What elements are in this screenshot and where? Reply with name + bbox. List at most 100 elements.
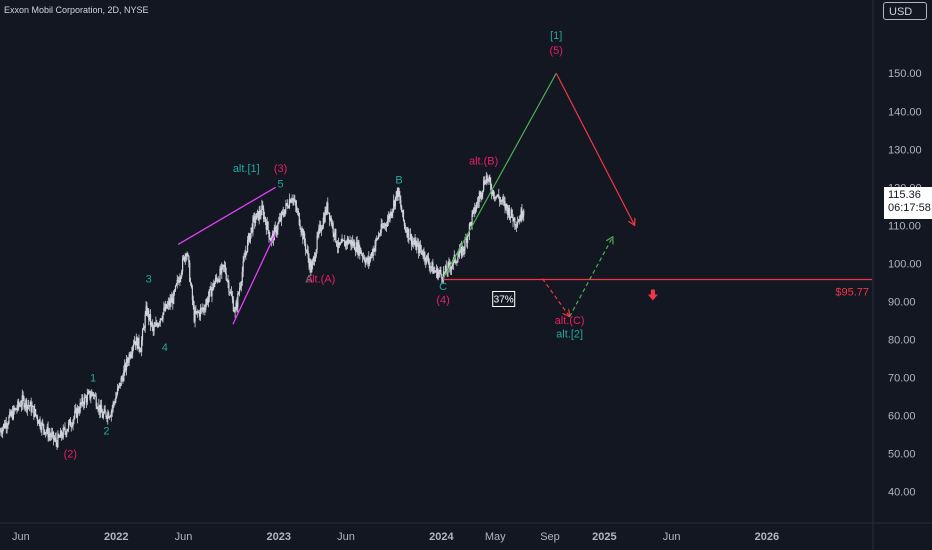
candle-body [98,404,100,410]
symbol-title: Exxon Mobil Corporation, 2D, NYSE [4,5,149,15]
candle-body [191,287,193,301]
candle-body [148,309,150,320]
candle-body [32,406,34,407]
candle-body [282,211,284,215]
candle-body [330,217,332,225]
candle-body [245,251,247,256]
candle-body [313,256,316,262]
candle-body [59,436,61,438]
candle-body [177,279,179,281]
candle-body [413,242,415,245]
candle-body [170,299,172,303]
candle-body [483,180,486,184]
candle-body [138,337,140,349]
candle-body [467,234,470,236]
candle-body [250,227,252,234]
candle-body [488,177,490,179]
candle-body [155,322,157,326]
time-tick-label: 2022 [104,531,128,543]
candle-body [18,401,20,406]
candle-body [445,265,447,272]
candle-body [129,354,131,358]
candle-body [135,337,137,346]
candle-body [17,401,19,409]
candle-body [352,241,354,246]
candle-body [188,255,190,263]
candle-body [417,243,419,245]
candle-body [156,322,158,325]
candle-body [349,240,351,242]
candle-body [29,401,31,407]
candle-body [113,402,115,404]
candle-body [175,283,177,286]
candle-body [37,421,39,424]
wave-label: A [305,273,313,285]
candle-body [478,195,480,202]
candle-body [434,271,437,273]
candle-body [521,209,523,218]
candle-body [260,214,262,216]
candle-body [59,431,62,438]
candle-body [306,250,308,252]
candle-body [449,262,451,267]
candle-body [238,287,241,293]
candle-body [257,211,259,221]
candle-body [300,228,302,233]
time-axis[interactable]: Jun 2022 Jun 2023 Jun 2024 May Sep 2025 Jun 2026 [0,522,932,543]
candle-body [8,416,10,424]
price-axis[interactable]: 40.00 50.00 60.00 70.00 80.00 90.00 100.00 110.… [872,0,922,550]
candle-body [91,392,93,397]
candle-body [334,229,336,237]
candle-body [225,272,227,280]
candle-body [42,422,44,425]
candle-body [108,412,110,418]
wave-label: (4) [436,294,449,306]
time-tick-label: 2026 [755,531,779,543]
candle-body [218,279,220,282]
candle-body [140,350,142,353]
candle-body [256,211,259,214]
candle-body [144,314,146,329]
candle-body [99,404,101,414]
candle-body [190,283,193,288]
candle-body [395,191,397,197]
candle-body [211,288,213,297]
candle-body [4,422,6,428]
candle-body [517,221,519,223]
candle-body [519,218,521,221]
wave-label: C [439,281,447,293]
candle-body [348,241,350,244]
candle-body [307,250,309,258]
candle-body [71,425,73,427]
wave-label: (5) [550,45,563,57]
candle-body [364,260,366,264]
candle-body [356,241,358,253]
candle-body [124,364,127,371]
candle-body [468,223,471,235]
candle-body [377,235,380,239]
candle-body [165,304,167,311]
candle-body [121,377,123,379]
candle-body [261,205,263,215]
candle-body [496,195,498,197]
candle-body [466,238,468,244]
candle-body [374,245,376,252]
candle-body [141,329,144,341]
currency-button[interactable]: USD [883,2,927,20]
candle-body [21,395,23,405]
percentage-label: 37% [494,294,514,305]
candle-body [323,217,325,222]
candle-body [471,214,473,225]
price-tick-label: 90.00 [888,296,916,308]
candle-body [219,268,221,282]
candle-body [139,348,141,351]
candle-body [394,196,397,207]
candle-body [409,238,411,240]
candle-body [13,407,15,411]
candle-body [132,346,134,353]
price-tick-label: 130.00 [888,144,922,156]
candle-body [512,217,514,222]
candle-body [127,362,129,364]
candle-body [35,414,38,417]
